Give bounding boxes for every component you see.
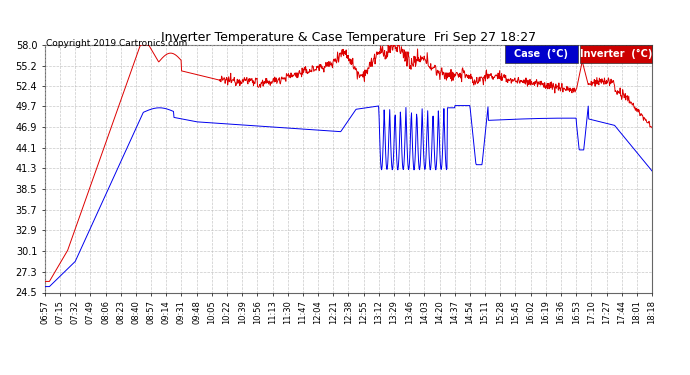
Text: Copyright 2019 Cartronics.com: Copyright 2019 Cartronics.com xyxy=(46,39,188,48)
Text: Case  (°C): Case (°C) xyxy=(514,49,569,59)
Text: Inverter  (°C): Inverter (°C) xyxy=(580,49,652,59)
Title: Inverter Temperature & Case Temperature  Fri Sep 27 18:27: Inverter Temperature & Case Temperature … xyxy=(161,31,536,44)
